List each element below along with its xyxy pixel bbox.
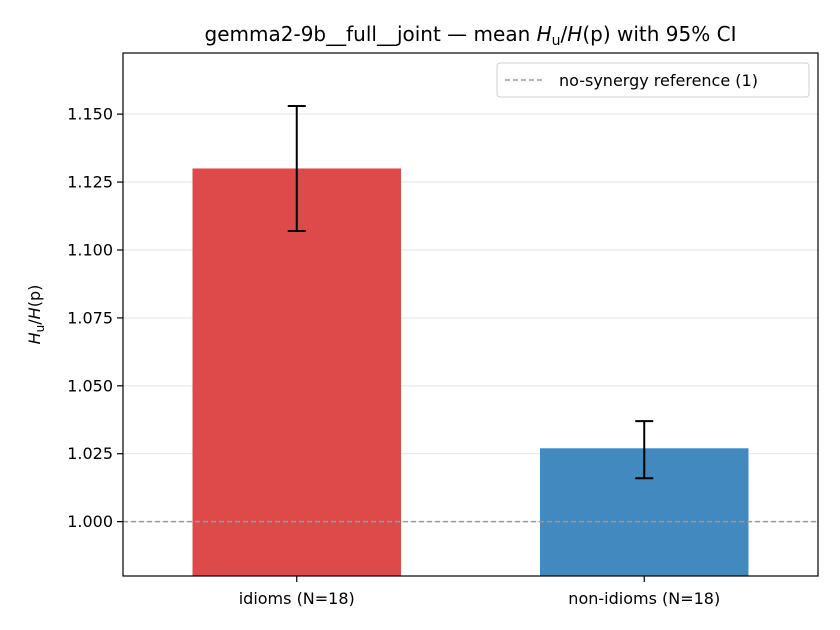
y-tick-label: 1.075 (67, 308, 113, 327)
legend-box (496, 62, 810, 98)
y-tick-label: 1.100 (67, 240, 113, 259)
y-tick-label: 1.000 (67, 512, 113, 531)
bar (192, 168, 401, 576)
x-tick-label: non-idioms (N=18) (568, 589, 720, 608)
x-axis-ticks: idioms (N=18) non-idioms (N=18) (239, 576, 720, 608)
y-tick-label: 1.050 (67, 376, 113, 395)
y-tick-label: 1.150 (67, 105, 113, 124)
error-bar-layer (287, 104, 654, 480)
bar-layer (192, 168, 749, 576)
legend: no-synergy reference (1) (496, 62, 810, 98)
y-tick-label: 1.025 (67, 444, 113, 463)
y-tick-label: 1.125 (67, 173, 113, 192)
y-axis-label: Hu/H(p) (25, 285, 47, 345)
y-axis-ticks: 1.000 1.025 1.050 1.075 1.100 1.125 1.150 (67, 105, 123, 531)
axes-frame (122, 52, 819, 577)
chart-title: gemma2-9b__full__joint — mean Hu/H(p) wi… (205, 22, 737, 49)
x-tick-label: idioms (N=18) (239, 589, 355, 608)
legend-reference-label: no-synergy reference (1) (559, 71, 758, 90)
